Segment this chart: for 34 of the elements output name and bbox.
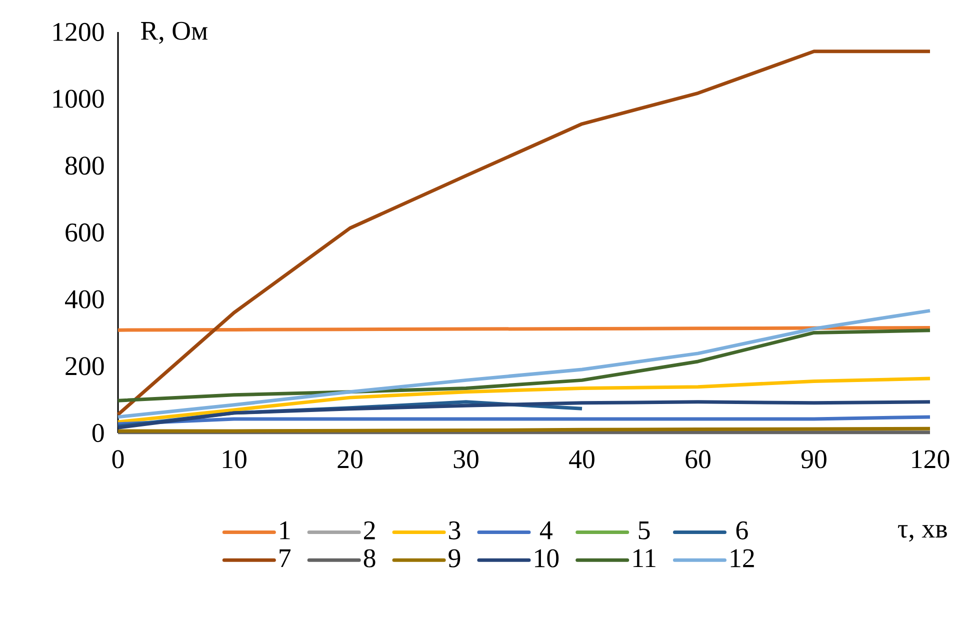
legend-label: 10 bbox=[535, 549, 559, 568]
legend-label: 8 bbox=[364, 549, 376, 568]
y-axis-title: R, Ом bbox=[140, 22, 208, 44]
line-series bbox=[116, 50, 932, 416]
y-tick-label: 1000 bbox=[53, 90, 104, 108]
line-series bbox=[116, 328, 932, 402]
x-tick-label: 60 bbox=[686, 450, 710, 468]
legend-label: 2 bbox=[364, 521, 375, 540]
legend-label: 9 bbox=[448, 549, 460, 568]
legend-label: 3 bbox=[449, 521, 460, 540]
y-tick-label: 600 bbox=[66, 223, 104, 242]
legend-label: 4 bbox=[540, 521, 552, 540]
legend-label: 1 bbox=[280, 521, 290, 540]
x-tick-label: 30 bbox=[454, 450, 478, 468]
y-tick-label: 800 bbox=[66, 156, 104, 175]
legend-label: 5 bbox=[638, 521, 650, 540]
y-tick-label: 400 bbox=[65, 290, 104, 308]
line-series bbox=[116, 376, 932, 424]
y-tick-label: 0 bbox=[92, 424, 104, 442]
legend-label: 6 bbox=[736, 521, 748, 540]
x-axis-title: τ, хв bbox=[898, 525, 947, 542]
y-tick-label: 1200 bbox=[53, 22, 104, 42]
y-tick-label: 200 bbox=[66, 357, 104, 376]
x-tick-label: 10 bbox=[222, 450, 246, 468]
line-series bbox=[116, 308, 932, 419]
legend-label: 12 bbox=[730, 549, 754, 568]
x-tick-label: 0 bbox=[112, 450, 124, 468]
legend-label: 11 bbox=[633, 549, 656, 568]
x-tick-label: 120 bbox=[912, 450, 950, 468]
x-tick-label: 40 bbox=[569, 450, 594, 468]
line-series bbox=[116, 400, 932, 430]
x-tick-label: 90 bbox=[801, 450, 826, 468]
legend-label: 7 bbox=[280, 549, 291, 567]
x-tick-label: 20 bbox=[338, 450, 362, 468]
